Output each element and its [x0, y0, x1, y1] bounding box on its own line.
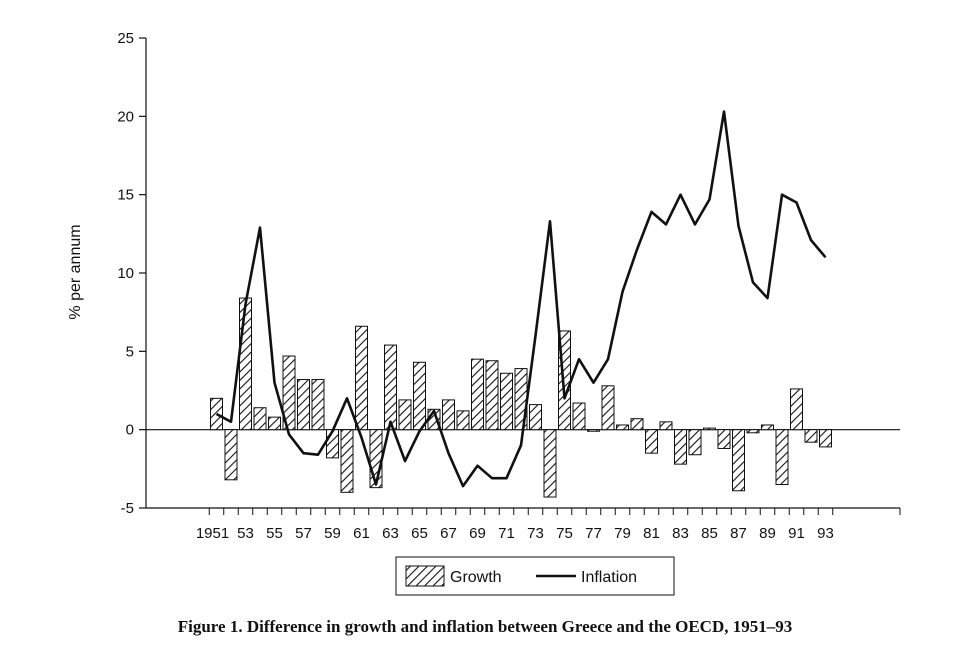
- x-tick-label: 87: [730, 525, 747, 542]
- growth-bar: [659, 421, 673, 431]
- x-tick-label: 83: [672, 525, 689, 542]
- growth-bar: [297, 379, 310, 431]
- growth-bar: [761, 424, 774, 431]
- x-tick-label: 85: [701, 525, 718, 542]
- growth-bar: [775, 429, 789, 485]
- growth-bar: [384, 344, 397, 431]
- x-tick-label: 53: [237, 525, 254, 542]
- growth-bar: [819, 429, 832, 448]
- growth-bar: [355, 325, 368, 431]
- y-tick-label: 10: [117, 265, 134, 282]
- growth-bar: [500, 372, 513, 431]
- growth-bar: [616, 424, 629, 431]
- x-tick-label: 79: [614, 525, 631, 542]
- growth-bar: [732, 429, 745, 492]
- x-tick-label: 77: [585, 525, 602, 542]
- inflation-line: [215, 110, 827, 488]
- x-tick-label: 57: [295, 525, 312, 542]
- growth-bars: [210, 297, 832, 498]
- growth-bar: [804, 429, 818, 443]
- y-tick-label: 5: [126, 343, 134, 360]
- legend-inflation-label: Inflation: [581, 569, 637, 586]
- x-tick-label: 75: [556, 525, 573, 542]
- growth-bar: [471, 358, 484, 431]
- x-tick-label: 91: [788, 525, 805, 542]
- x-tick-label: 69: [469, 525, 486, 542]
- y-tick-label: 20: [117, 108, 134, 125]
- x-tick-label: 93: [817, 525, 834, 542]
- growth-bar: [311, 379, 325, 431]
- growth-bar: [587, 429, 600, 432]
- growth-bar: [790, 388, 803, 431]
- growth-bar: [398, 399, 412, 431]
- growth-bar: [268, 416, 281, 431]
- growth-bar: [572, 402, 586, 431]
- growth-bar: [340, 429, 354, 493]
- growth-bar: [456, 410, 470, 431]
- growth-bar: [413, 361, 426, 431]
- x-tick-label: 1951: [196, 525, 229, 542]
- growth-bar: [746, 429, 760, 434]
- figure-caption: Figure 1. Difference in growth and infla…: [177, 617, 793, 636]
- x-tick-label: 81: [643, 525, 660, 542]
- x-tick-label: 61: [353, 525, 370, 542]
- growth-bar: [674, 429, 687, 465]
- x-tick-label: 59: [324, 525, 341, 542]
- y-axis-title: % per annum: [67, 224, 84, 319]
- growth-bar: [485, 360, 499, 431]
- x-tick-label: 73: [527, 525, 544, 542]
- growth-bar: [630, 418, 644, 431]
- x-tick-label: 89: [759, 525, 776, 542]
- growth-bar: [717, 429, 731, 449]
- growth-bar: [688, 429, 702, 456]
- x-tick-label: 67: [440, 525, 457, 542]
- y-tick-label: 0: [126, 422, 134, 439]
- growth-bar: [239, 297, 252, 431]
- growth-bar: [703, 427, 716, 431]
- growth-bar: [326, 429, 339, 459]
- x-tick-label: 65: [411, 525, 428, 542]
- growth-bar: [529, 404, 542, 431]
- inflation-line-layer: [215, 110, 827, 488]
- x-tick-label: 63: [382, 525, 399, 542]
- x-tick-label: 71: [498, 525, 515, 542]
- y-axis: -5 0 5 10 15 20 25: [117, 30, 147, 517]
- growth-bar: [253, 407, 267, 431]
- growth-bar: [601, 385, 615, 431]
- y-tick-label: -5: [121, 500, 134, 517]
- legend: Growth Inflation: [395, 556, 675, 596]
- legend-growth-swatch: [405, 565, 445, 587]
- growth-bar: [224, 429, 238, 481]
- legend-growth-label: Growth: [450, 569, 502, 586]
- y-tick-label: 15: [117, 187, 134, 204]
- y-tick-label: 25: [117, 30, 134, 47]
- x-tick-label: 55: [266, 525, 283, 542]
- growth-bar: [543, 429, 557, 498]
- growth-bar: [645, 429, 658, 454]
- growth-bar: [442, 399, 455, 431]
